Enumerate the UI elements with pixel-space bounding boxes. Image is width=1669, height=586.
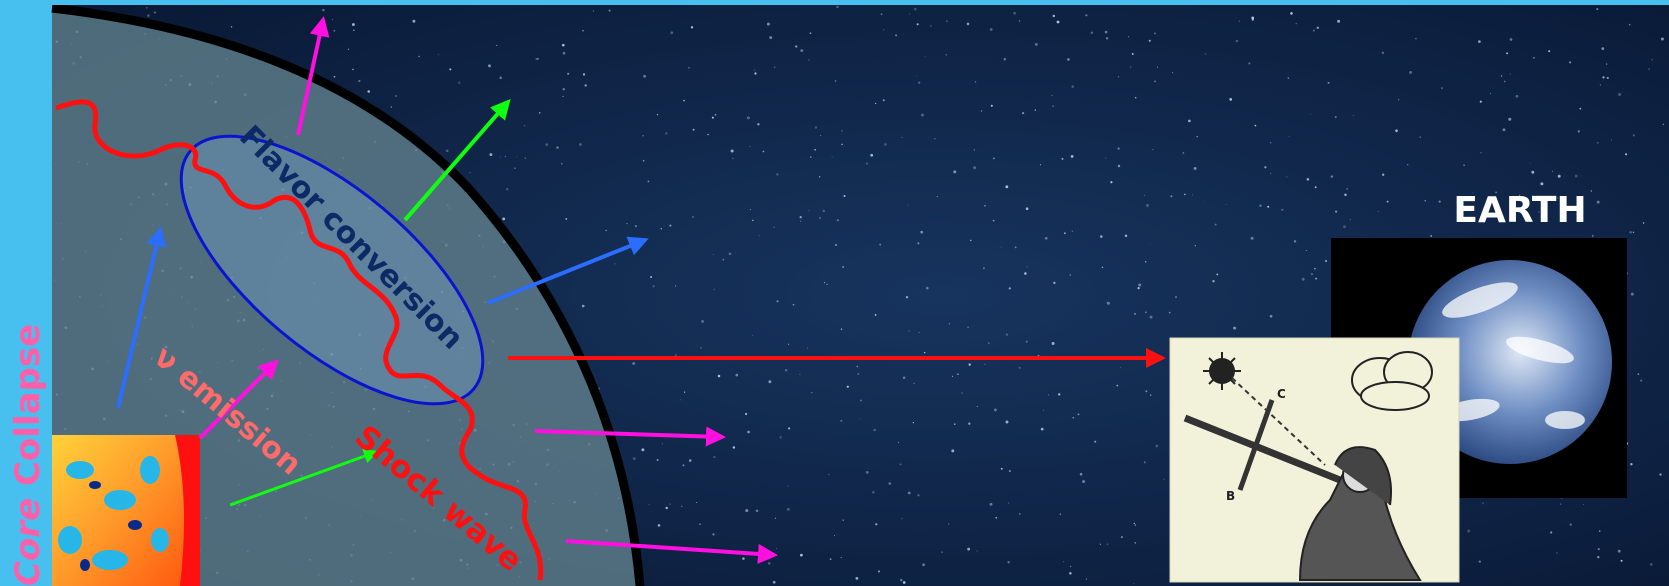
point-c-label: C bbox=[1277, 387, 1286, 401]
blue-arrow-inner bbox=[116, 226, 167, 409]
magenta-arrow-right-2 bbox=[565, 539, 778, 564]
magenta-arrow-up bbox=[296, 16, 330, 136]
cross-staff-transom bbox=[1237, 399, 1275, 491]
point-b-label: B bbox=[1226, 489, 1235, 503]
blue-arrow-escaping bbox=[487, 236, 649, 305]
magenta-arrow-right-1 bbox=[534, 426, 726, 447]
sight-line bbox=[1231, 377, 1326, 466]
illustration-cloud-icon bbox=[1351, 351, 1433, 411]
astronomer-figure bbox=[1298, 446, 1422, 581]
flavor-conversion-ellipse bbox=[179, 134, 485, 406]
core-turbulence-dark bbox=[80, 481, 142, 571]
cross-staff bbox=[1183, 414, 1347, 486]
earth-label: EARTH bbox=[1453, 190, 1586, 231]
core-turbulence bbox=[58, 456, 169, 570]
shock-wave-line bbox=[55, 99, 544, 581]
green-arrow-inner bbox=[229, 449, 379, 507]
earth-clouds bbox=[1440, 282, 1585, 429]
top-border bbox=[52, 0, 1669, 5]
green-arrow-escaping bbox=[403, 98, 511, 222]
magenta-arrow-inner bbox=[198, 359, 279, 440]
supernova-boundary bbox=[51, 3, 645, 586]
illustration-sun-icon bbox=[1203, 352, 1241, 390]
